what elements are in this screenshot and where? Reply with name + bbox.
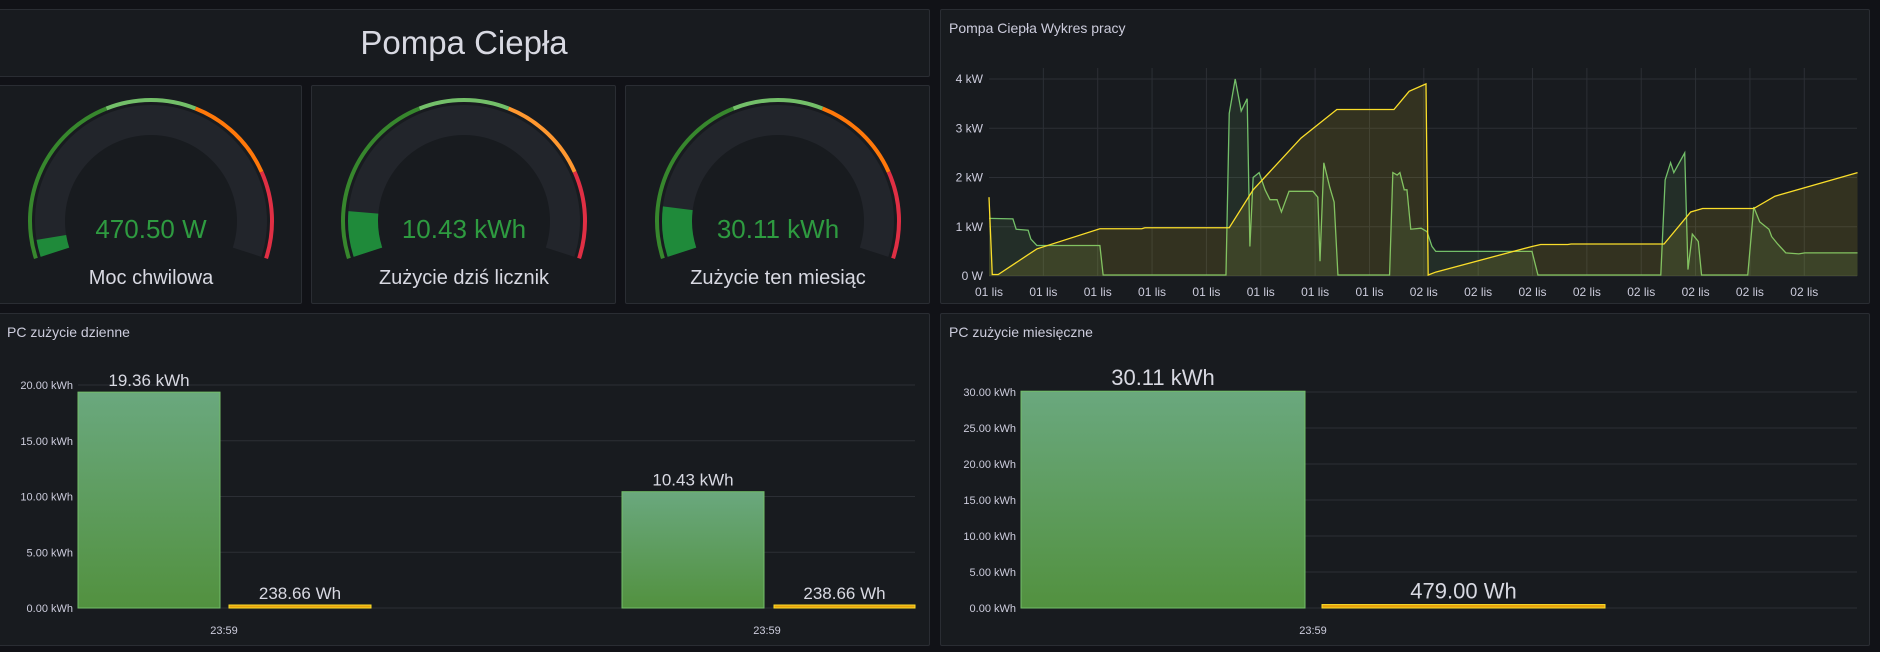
title-panel: Pompa Ciepła: [0, 9, 930, 77]
x-tick-label: 01 lis: [1192, 285, 1220, 299]
gauge-threshold-band: [886, 171, 901, 260]
gauge-label: Zużycie ten miesiąc: [690, 267, 866, 289]
y-tick-label: 25.00 kWh: [963, 423, 1016, 435]
gauge-threshold-band: [821, 106, 891, 173]
gauge-label: Zużycie dziś licznik: [379, 267, 550, 289]
gauge-power: 470.50 W Moc chwilowa: [27, 98, 274, 289]
gauge-value: 470.50 W: [95, 214, 207, 244]
y-tick-label: 0.00 kWh: [970, 603, 1016, 615]
x-tick-label: 02 lis: [1682, 285, 1710, 299]
timeseries-panel: Pompa Ciepła Wykres pracy 0 W 1 kW 2 kW 3 k…: [940, 9, 1870, 304]
bar-value-label: 19.36 kWh: [108, 371, 189, 390]
y-tick-label: 20.00 kWh: [20, 380, 73, 392]
gauge-label: Moc chwilowa: [89, 267, 214, 289]
panel-title: PC zużycie dzienne: [7, 324, 130, 340]
gauge-track: [348, 105, 580, 257]
x-tick-label: 02 lis: [1627, 285, 1655, 299]
bar: [228, 604, 372, 609]
x-tick-label: 01 lis: [1029, 285, 1057, 299]
panel-title: Pompa Ciepła Wykres pracy: [949, 20, 1126, 36]
bar-value-label: 30.11 kWh: [1111, 365, 1215, 390]
series-area-0: [989, 79, 1858, 276]
y-tick-label: 10.00 kWh: [20, 492, 73, 504]
x-tick-label: 23:59: [753, 625, 781, 637]
gauge-threshold-band: [259, 171, 274, 260]
bar: [1321, 604, 1606, 609]
daily-usage-panel: PC zużycie dzienne 0.00 kWh 5.00 kWh 10.00…: [0, 313, 930, 646]
bar: [621, 491, 765, 609]
x-tick-label: 02 lis: [1573, 285, 1601, 299]
gauge-threshold-band: [194, 106, 264, 173]
x-tick-label: 02 lis: [1464, 285, 1492, 299]
x-tick-label: 01 lis: [1355, 285, 1383, 299]
dashboard-title: Pompa Ciepła: [360, 24, 568, 61]
series-line-0: [988, 78, 1858, 276]
gauge-value-fill: [348, 211, 383, 257]
series-line-1: [988, 82, 1858, 276]
y-tick-label: 10.00 kWh: [963, 531, 1016, 543]
gauge-panel-month: 30.11 kWh Zużycie ten miesiąc: [625, 85, 930, 304]
gauge-threshold-band: [105, 98, 197, 111]
y-tick-label: 15.00 kWh: [963, 495, 1016, 507]
power-timeseries-chart[interactable]: 0 W 1 kW 2 kW 3 kW 4 kW 01 lis 01 lis 01 lis 01 …: [941, 10, 1871, 305]
gauge-value-fill: [662, 206, 697, 257]
gauge-track: [662, 105, 894, 257]
gauge-value: 30.11 kWh: [717, 214, 839, 244]
bar-value-label: 10.43 kWh: [652, 471, 733, 490]
x-tick-label: 23:59: [1299, 625, 1327, 637]
gauge-value: 10.43 kWh: [402, 214, 526, 244]
gauge-month: 30.11 kWh Zużycie ten miesiąc: [655, 98, 901, 289]
gauge-threshold-band: [507, 106, 577, 173]
x-tick-label: 01 lis: [975, 285, 1003, 299]
bar-value-label: 479.00 Wh: [1410, 579, 1516, 604]
gauge-track: [34, 105, 267, 257]
x-tick-label: 02 lis: [1519, 285, 1547, 299]
y-tick-label: 5.00 kWh: [970, 567, 1016, 579]
x-tick-label: 01 lis: [1247, 285, 1275, 299]
y-tick-label: 3 kW: [956, 121, 984, 135]
y-tick-label: 0.00 kWh: [27, 603, 73, 615]
monthly-usage-panel: PC zużycie miesięczne 0.00 kWh 5.00 kWh 10…: [940, 313, 1870, 646]
y-tick-label: 0 W: [962, 269, 984, 283]
y-tick-label: 4 kW: [956, 72, 984, 86]
gauge-panel-today: 10.43 kWh Zużycie dziś licznik: [311, 85, 616, 304]
y-tick-label: 15.00 kWh: [20, 436, 73, 448]
monthly-usage-bar-chart[interactable]: 0.00 kWh 5.00 kWh 10.00 kWh 15.00 kWh 20.00 …: [941, 314, 1871, 647]
y-tick-label: 2 kW: [956, 171, 984, 185]
x-tick-label: 01 lis: [1301, 285, 1329, 299]
gauge-today: 10.43 kWh Zużycie dziś licznik: [341, 98, 587, 289]
bar: [77, 391, 221, 609]
series-area-1: [989, 83, 1858, 276]
panel-title: PC zużycie miesięczne: [949, 324, 1093, 340]
x-tick-label: 02 lis: [1790, 285, 1818, 299]
daily-usage-bar-chart[interactable]: 0.00 kWh 5.00 kWh 10.00 kWh 15.00 kWh 20.00 …: [0, 314, 931, 647]
y-tick-label: 30.00 kWh: [963, 387, 1016, 399]
bar-value-label: 238.66 Wh: [803, 584, 885, 603]
bar-value-label: 238.66 Wh: [259, 584, 341, 603]
y-tick-label: 20.00 kWh: [963, 459, 1016, 471]
x-tick-label: 23:59: [210, 625, 238, 637]
gauge-threshold-band: [732, 98, 824, 111]
bar: [1020, 390, 1306, 609]
x-tick-label: 01 lis: [1084, 285, 1112, 299]
x-tick-label: 01 lis: [1138, 285, 1166, 299]
x-tick-label: 02 lis: [1736, 285, 1764, 299]
gauge-threshold-band: [572, 171, 587, 260]
gauge-panel-power: 470.50 W Moc chwilowa: [0, 85, 302, 304]
gauge-threshold-band: [418, 98, 510, 111]
gauge-value-fill: [36, 234, 70, 257]
y-tick-label: 5.00 kWh: [27, 547, 73, 559]
y-tick-label: 1 kW: [956, 220, 984, 234]
bar: [773, 604, 916, 609]
x-tick-label: 02 lis: [1410, 285, 1438, 299]
